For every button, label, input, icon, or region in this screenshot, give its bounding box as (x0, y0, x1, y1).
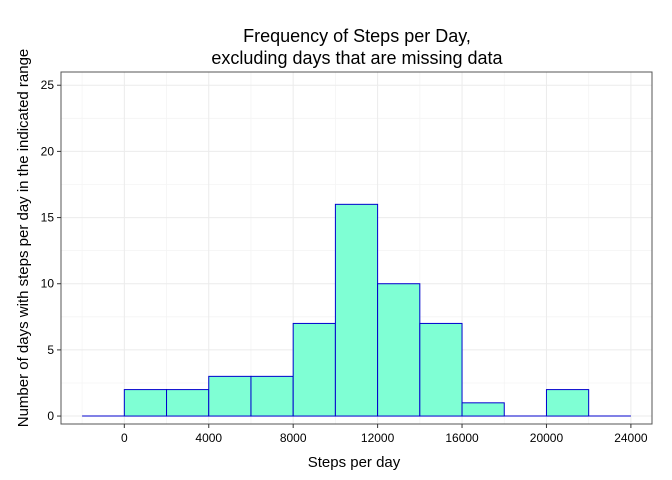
histogram-bars (82, 203, 631, 417)
histogram-bar (545, 389, 590, 417)
histogram-bar (334, 203, 379, 417)
x-tick-label: 12000 (361, 431, 395, 445)
y-tick-label: 0 (47, 409, 54, 423)
x-tick-label: 0 (121, 431, 128, 445)
chart-title-line-1: Frequency of Steps per Day, (243, 26, 471, 46)
x-tick-label: 16000 (445, 431, 479, 445)
histogram-bar (292, 322, 336, 417)
y-tick-label: 25 (41, 78, 55, 92)
histogram-bar (166, 389, 210, 417)
y-tick-label: 5 (47, 343, 54, 357)
x-tick-label: 24000 (614, 431, 648, 445)
panel-border (60, 71, 653, 425)
major-gridlines (61, 72, 652, 424)
y-tick-label: 10 (41, 277, 55, 291)
histogram-bar (461, 402, 505, 417)
histogram-bar (208, 375, 252, 417)
histogram-bar (250, 375, 294, 417)
y-tick-label: 15 (41, 211, 55, 225)
chart-title-line-2: excluding days that are missing data (211, 48, 503, 68)
y-axis-ticks: 0 5 10 15 20 25 (41, 78, 61, 423)
x-tick-label: 4000 (195, 431, 222, 445)
y-tick-label: 20 (41, 144, 55, 158)
y-axis-title: Number of days with steps per day in the… (15, 49, 32, 428)
histogram-bar (123, 389, 168, 417)
x-axis-title: Steps per day (308, 454, 401, 471)
x-tick-label: 20000 (530, 431, 564, 445)
x-tick-label: 8000 (280, 431, 307, 445)
histogram-bar (419, 322, 463, 417)
x-axis-ticks: 0 4000 8000 12000 16000 20000 24000 (121, 424, 648, 445)
histogram-bar (377, 283, 421, 417)
